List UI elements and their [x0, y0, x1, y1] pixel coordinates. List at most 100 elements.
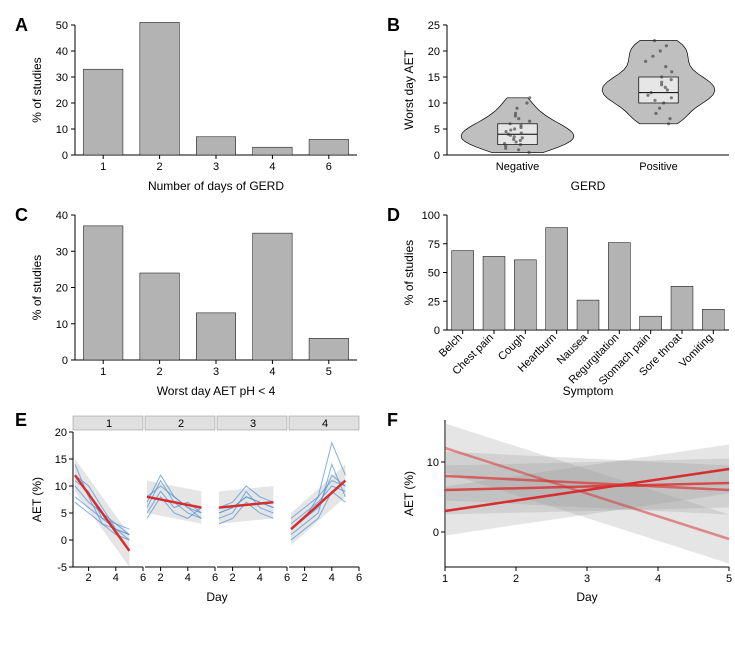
panel-label-C: C	[15, 205, 28, 226]
bar	[514, 260, 536, 330]
svg-text:6: 6	[140, 572, 146, 584]
svg-text:2: 2	[513, 573, 519, 585]
svg-text:4: 4	[269, 366, 275, 378]
panel-B: B 0 5 10 15 20 25 Negative Positive GERD Worst day…	[387, 15, 735, 195]
svg-text:10: 10	[427, 457, 439, 469]
svg-text:Negative: Negative	[496, 161, 539, 173]
svg-text:0: 0	[62, 355, 68, 367]
svg-text:AET (%): AET (%)	[30, 477, 44, 522]
svg-text:4: 4	[257, 572, 263, 584]
svg-text:100: 100	[422, 210, 440, 222]
svg-text:40: 40	[56, 210, 68, 222]
panel-label-D: D	[387, 205, 400, 226]
bar	[640, 316, 662, 330]
svg-text:10: 10	[428, 98, 440, 110]
panel-F: F 0 10 1 2 3 4 5 Day AET (%)	[387, 410, 735, 605]
bar	[140, 22, 179, 155]
bar	[83, 69, 122, 155]
svg-text:Belch: Belch	[437, 332, 465, 360]
svg-text:% of studies: % of studies	[30, 255, 44, 320]
svg-text:1: 1	[100, 366, 106, 378]
svg-text:1: 1	[442, 573, 448, 585]
svg-text:2: 2	[157, 366, 163, 378]
svg-text:15: 15	[428, 72, 440, 84]
svg-text:Day: Day	[576, 590, 597, 604]
svg-text:4: 4	[269, 161, 275, 173]
svg-text:Worst day AET: Worst day AET	[402, 49, 416, 129]
panel-C: C01020304012345Worst day AET pH < 4% of …	[15, 205, 367, 400]
panel-A: A 0 10 20 30 40 50 1 2 3 4 6 Number of days of GERD%…	[15, 15, 367, 195]
panel-E: E-5051015201246224632464246DayAET (%)	[15, 410, 367, 605]
svg-text:GERD: GERD	[571, 179, 606, 193]
svg-text:1: 1	[100, 161, 106, 173]
svg-text:4: 4	[113, 572, 119, 584]
svg-text:6: 6	[284, 572, 290, 584]
svg-text:20: 20	[56, 283, 68, 295]
svg-text:50: 50	[428, 268, 440, 280]
svg-text:4: 4	[329, 572, 335, 584]
svg-text:5: 5	[326, 366, 332, 378]
svg-text:3: 3	[213, 366, 219, 378]
svg-text:2: 2	[157, 161, 163, 173]
svg-text:Number of days of GERD: Number of days of GERD	[148, 179, 284, 193]
svg-text:Positive: Positive	[639, 161, 678, 173]
bar	[309, 338, 348, 360]
svg-text:15: 15	[55, 454, 67, 466]
svg-text:10: 10	[56, 124, 68, 136]
svg-text:0: 0	[62, 150, 68, 162]
svg-text:40: 40	[56, 46, 68, 58]
bar	[309, 139, 348, 155]
svg-text:4: 4	[185, 572, 191, 584]
svg-text:4: 4	[322, 418, 328, 430]
svg-text:2: 2	[230, 572, 236, 584]
svg-text:6: 6	[356, 572, 362, 584]
svg-text:AET (%): AET (%)	[402, 471, 416, 516]
bar	[253, 233, 292, 360]
svg-text:25: 25	[428, 20, 440, 32]
svg-text:10: 10	[56, 319, 68, 331]
svg-text:3: 3	[213, 161, 219, 173]
bar	[546, 228, 568, 330]
svg-text:-5: -5	[57, 562, 67, 574]
svg-text:4: 4	[655, 573, 661, 585]
panel-label-B: B	[387, 15, 400, 36]
svg-text:0: 0	[433, 527, 439, 539]
svg-text:1: 1	[106, 418, 112, 430]
svg-text:50: 50	[56, 20, 68, 32]
bar	[608, 243, 630, 330]
svg-text:20: 20	[428, 46, 440, 58]
bar	[83, 226, 122, 360]
svg-text:20: 20	[55, 427, 67, 439]
svg-text:3: 3	[250, 418, 256, 430]
svg-text:0: 0	[434, 150, 440, 162]
svg-text:25: 25	[428, 296, 440, 308]
svg-text:3: 3	[584, 573, 590, 585]
svg-text:Symptom: Symptom	[563, 384, 614, 398]
bar	[140, 273, 179, 360]
svg-text:10: 10	[55, 481, 67, 493]
svg-text:0: 0	[434, 325, 440, 337]
svg-text:5: 5	[434, 124, 440, 136]
bar	[483, 256, 505, 330]
panel-label-E: E	[15, 410, 27, 431]
svg-text:2: 2	[178, 418, 184, 430]
bar	[452, 251, 474, 330]
svg-text:75: 75	[428, 239, 440, 251]
svg-text:Day: Day	[206, 590, 227, 604]
svg-text:2: 2	[302, 572, 308, 584]
panel-D: D0255075100BelchChest painCoughHeartburn…	[387, 205, 735, 400]
svg-text:Vomiting: Vomiting	[677, 332, 715, 370]
svg-text:30: 30	[56, 72, 68, 84]
svg-text:6: 6	[326, 161, 332, 173]
svg-text:% of studies: % of studies	[30, 57, 44, 122]
panel-label-A: A	[15, 15, 28, 36]
svg-text:5: 5	[726, 573, 732, 585]
svg-text:2: 2	[86, 572, 92, 584]
svg-text:0: 0	[61, 535, 67, 547]
svg-text:20: 20	[56, 98, 68, 110]
svg-text:5: 5	[61, 508, 67, 520]
svg-text:2: 2	[158, 572, 164, 584]
svg-text:Worst day AET pH < 4: Worst day AET pH < 4	[157, 384, 276, 398]
bar	[577, 300, 599, 330]
panel-label-F: F	[387, 410, 398, 431]
